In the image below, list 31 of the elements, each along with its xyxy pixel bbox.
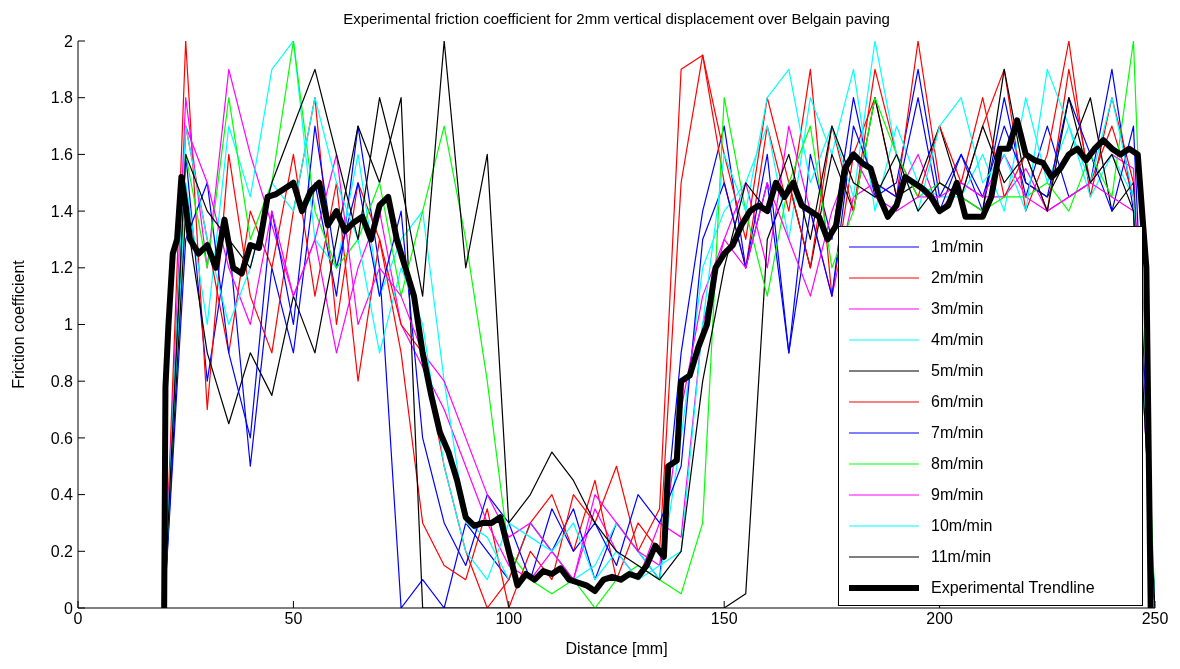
chart-title: Experimental friction coefficient for 2mm vertical displacement over Belgain paving [342,10,891,27]
x-axis-title: Distance [mm] [565,640,668,657]
y-tick-label: 0.4 [50,486,74,504]
legend-label: 11m/min [931,547,992,566]
y-tick-label: 0 [64,599,74,617]
legend-label: 6m/min [931,392,984,411]
x-tick-label: 100 [495,610,523,628]
legend-label: 1m/min [931,237,984,256]
legend-label: 10m/min [931,516,993,535]
legend-label: 3m/min [931,299,984,318]
y-tick-label: 0.8 [50,372,74,390]
legend-label: Experimental Trendline [931,578,1095,597]
y-tick-label: 2 [64,32,74,50]
x-tick-label: 150 [710,610,738,628]
y-tick-label: 1.6 [50,146,74,164]
y-axis-title: Friction coefficient [9,259,27,389]
legend-label: 5m/min [931,361,984,380]
legend-label: 2m/min [931,268,984,287]
x-tick-label: 200 [926,610,954,628]
y-tick-label: 1.4 [50,202,74,220]
legend-label: 9m/min [931,485,984,504]
legend-label: 8m/min [931,454,984,473]
x-tick-label: 50 [284,610,303,628]
y-tick-label: 0.2 [50,542,74,560]
x-tick-label: 250 [1141,610,1169,628]
y-tick-label: 1.2 [50,259,74,277]
y-tick-label: 1.8 [50,89,74,107]
y-tick-label: 0.6 [50,429,74,447]
y-tick-label: 1 [64,316,74,334]
legend-label: 7m/min [931,423,984,442]
legend-label: 4m/min [931,330,984,349]
